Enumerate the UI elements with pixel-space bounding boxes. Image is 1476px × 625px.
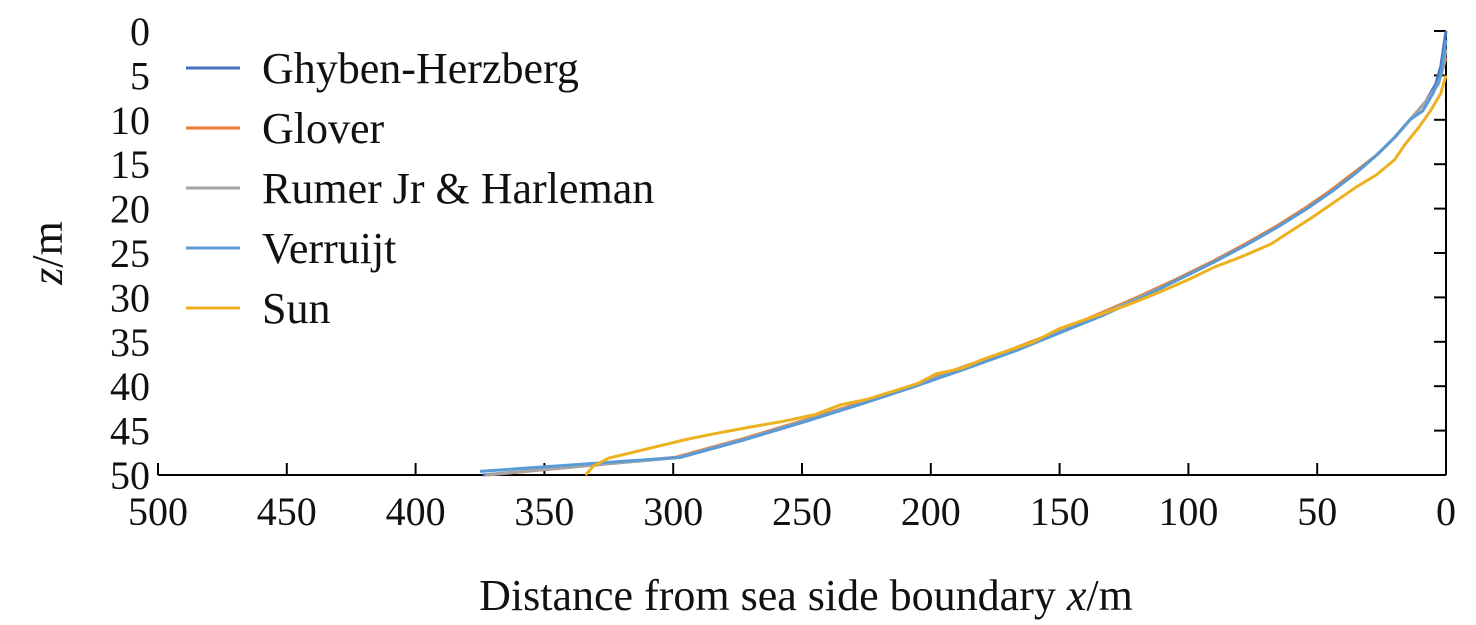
y-tick-label: 25 bbox=[110, 231, 150, 276]
legend-item: Verruijt bbox=[186, 224, 396, 273]
y-tick-label: 15 bbox=[110, 142, 150, 187]
legend-label: Ghyben-Herzberg bbox=[262, 44, 579, 93]
legend-label: Rumer Jr & Harleman bbox=[262, 164, 654, 213]
x-tick-label: 200 bbox=[901, 489, 961, 534]
y-tick-label: 30 bbox=[110, 275, 150, 320]
x-tick-label: 400 bbox=[386, 489, 446, 534]
legend-item: Glover bbox=[186, 104, 385, 153]
series-line-rumer-jr-harleman bbox=[485, 48, 1448, 477]
series-line-ghyben-herzberg bbox=[482, 30, 1448, 477]
y-tick-label: 50 bbox=[110, 453, 150, 498]
legend-item: Sun bbox=[186, 284, 330, 333]
x-tick-label: 100 bbox=[1158, 489, 1218, 534]
x-axis-title: Distance from sea side boundary x/m bbox=[479, 571, 1133, 620]
legend: Ghyben-Herzberg Glover Rumer Jr & Harleman… bbox=[186, 44, 654, 333]
x-tick-label: 500 bbox=[128, 489, 188, 534]
x-tick-label: 0 bbox=[1436, 489, 1456, 534]
y-tick-label: 0 bbox=[130, 9, 150, 54]
y-tick-label: 45 bbox=[110, 409, 150, 454]
series-lines bbox=[479, 30, 1448, 477]
x-tick-label: 150 bbox=[1030, 489, 1090, 534]
y-axis-title: z/m bbox=[23, 221, 72, 286]
legend-item: Rumer Jr & Harleman bbox=[186, 164, 654, 213]
y-tick-label: 10 bbox=[110, 98, 150, 143]
y-tick-label: 20 bbox=[110, 187, 150, 232]
legend-label: Glover bbox=[262, 104, 385, 153]
x-tick-label: 350 bbox=[514, 489, 574, 534]
x-tick-label: 450 bbox=[257, 489, 317, 534]
y-tick-label: 35 bbox=[110, 320, 150, 365]
legend-label: Verruijt bbox=[262, 224, 396, 273]
series-line-sun bbox=[584, 74, 1448, 476]
y-tick-label: 5 bbox=[130, 53, 150, 98]
legend-item: Ghyben-Herzberg bbox=[186, 44, 579, 93]
legend-label: Sun bbox=[262, 284, 330, 333]
series-line-glover bbox=[487, 57, 1448, 477]
y-tick-label: 40 bbox=[110, 364, 150, 409]
series-line-verruijt bbox=[479, 39, 1448, 473]
x-tick-label: 50 bbox=[1297, 489, 1337, 534]
x-tick-label: 300 bbox=[643, 489, 703, 534]
axes: 500 450 400 350 300 250 200 150 100 50 00510152025… bbox=[110, 9, 1456, 534]
x-tick-label: 250 bbox=[772, 489, 832, 534]
